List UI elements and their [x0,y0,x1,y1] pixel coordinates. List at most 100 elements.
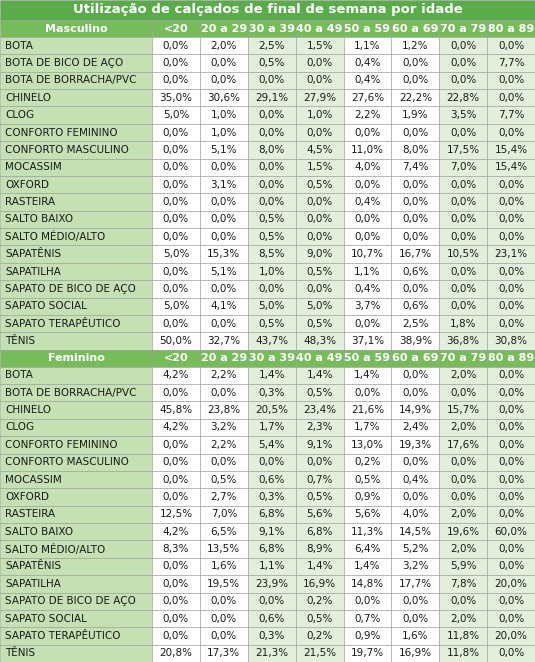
Bar [200,280,248,298]
Text: 0,0%: 0,0% [450,179,476,189]
Bar [439,124,487,141]
Bar [296,419,343,436]
Text: 1,1%: 1,1% [258,561,285,571]
Bar [152,540,200,558]
Text: 7,7%: 7,7% [498,58,524,68]
Text: 0,0%: 0,0% [211,162,237,172]
Bar [200,575,248,592]
Text: 17,5%: 17,5% [447,145,480,155]
Text: 0,0%: 0,0% [163,388,189,398]
Bar [296,193,343,211]
Text: 0,0%: 0,0% [258,284,285,294]
Text: 0,0%: 0,0% [498,179,524,189]
Bar [487,523,535,540]
Text: 0,2%: 0,2% [354,457,380,467]
Text: 1,4%: 1,4% [354,370,381,381]
Bar [439,246,487,263]
Bar [200,298,248,315]
Text: 0,9%: 0,9% [354,492,380,502]
Bar [296,263,343,280]
Text: SALTO BAIXO: SALTO BAIXO [5,527,73,537]
Text: 2,0%: 2,0% [450,544,476,554]
Text: RASTEIRA: RASTEIRA [5,197,55,207]
Text: 5,6%: 5,6% [307,509,333,520]
Bar [200,37,248,54]
Bar [439,332,487,350]
Bar [200,71,248,89]
Bar [200,489,248,506]
Text: 1,9%: 1,9% [402,110,429,120]
Text: BOTA: BOTA [5,370,33,381]
Bar [296,159,343,176]
Text: TÊNIS: TÊNIS [5,648,35,658]
Bar [152,246,200,263]
Text: 11,0%: 11,0% [351,145,384,155]
Text: 0,0%: 0,0% [307,284,333,294]
Text: 0,0%: 0,0% [354,388,380,398]
Text: 2,2%: 2,2% [211,370,237,381]
Text: 1,0%: 1,0% [211,110,237,120]
Bar [152,645,200,662]
Bar [487,107,535,124]
Text: 1,7%: 1,7% [354,422,381,432]
Bar [296,37,343,54]
Bar [392,176,439,193]
Text: SALTO MÉDIO/ALTO: SALTO MÉDIO/ALTO [5,231,105,242]
Bar [343,298,392,315]
Bar [487,89,535,107]
Text: 0,0%: 0,0% [163,475,189,485]
Text: 5,0%: 5,0% [163,249,189,259]
Bar [487,645,535,662]
Text: 0,0%: 0,0% [258,197,285,207]
Bar [248,280,296,298]
Bar [248,54,296,71]
Bar [439,280,487,298]
Bar [248,367,296,384]
Bar [392,54,439,71]
Text: 8,5%: 8,5% [258,249,285,259]
Text: 0,0%: 0,0% [498,301,524,311]
Text: 16,9%: 16,9% [303,579,336,589]
Bar [296,367,343,384]
Bar [200,471,248,489]
Bar [200,506,248,523]
Text: 4,5%: 4,5% [307,145,333,155]
Bar [296,592,343,610]
Text: 0,0%: 0,0% [498,75,524,85]
Bar [343,89,392,107]
Bar [439,20,487,37]
Text: 0,0%: 0,0% [163,58,189,68]
Bar [248,419,296,436]
Bar [343,263,392,280]
Bar [343,246,392,263]
Text: 0,7%: 0,7% [354,614,380,624]
Bar [296,124,343,141]
Bar [439,263,487,280]
Bar [152,401,200,419]
Text: 0,0%: 0,0% [211,284,237,294]
Bar [248,228,296,246]
Text: 0,0%: 0,0% [163,197,189,207]
Text: CHINELO: CHINELO [5,93,51,103]
Bar [392,228,439,246]
Bar [487,419,535,436]
Text: 0,0%: 0,0% [498,405,524,415]
Text: SAPATO TERAPÊUTICO: SAPATO TERAPÊUTICO [5,631,120,641]
Text: 2,0%: 2,0% [211,40,237,51]
Bar [248,401,296,419]
Text: 0,0%: 0,0% [163,284,189,294]
Bar [439,592,487,610]
Text: 15,4%: 15,4% [494,145,528,155]
Bar [200,453,248,471]
Bar [343,575,392,592]
Text: 7,4%: 7,4% [402,162,429,172]
Text: 38,9%: 38,9% [399,336,432,346]
Text: 2,2%: 2,2% [354,110,381,120]
Text: 0,0%: 0,0% [450,267,476,277]
Text: 0,0%: 0,0% [163,214,189,224]
Text: 23,9%: 23,9% [255,579,288,589]
Bar [439,193,487,211]
Bar [152,193,200,211]
Text: 0,0%: 0,0% [402,614,429,624]
Text: SAPATÊNIS: SAPATÊNIS [5,249,61,259]
